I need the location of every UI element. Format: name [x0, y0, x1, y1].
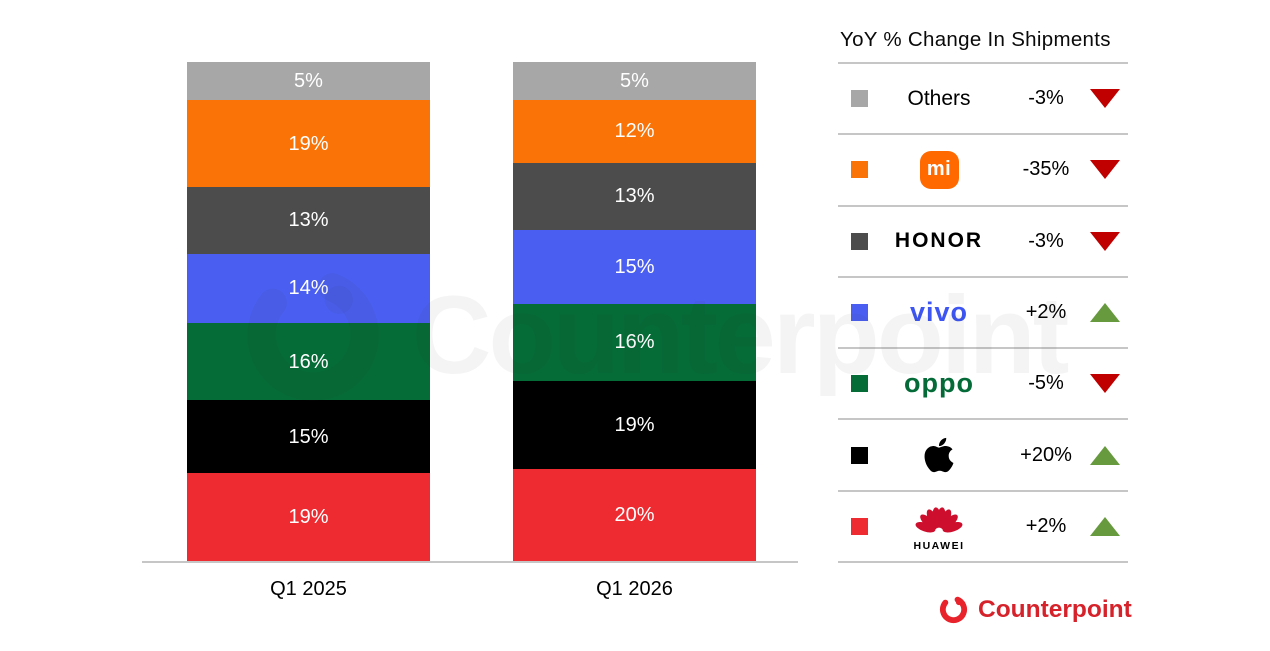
xiaomi-color-swatch	[851, 161, 868, 179]
legend-row-apple: +20%	[838, 420, 1128, 492]
bar-segment-oppo: 16%	[187, 323, 430, 401]
legend-row-xiaomi: mi -35%	[838, 135, 1128, 207]
legend-row-honor: HONOR -3%	[838, 207, 1128, 278]
xiaomi-yoy-change: -35%	[1022, 158, 1070, 181]
up-triangle-icon	[1090, 302, 1120, 322]
up-triangle-icon	[1090, 516, 1120, 536]
mi-logo-text: mi	[926, 158, 952, 181]
huawei-color-swatch	[851, 517, 868, 535]
x-axis-label-q1-2026: Q1 2026	[596, 578, 673, 600]
x-axis-label-q1-2025: Q1 2025	[270, 578, 347, 600]
bar-segment-value: 19%	[614, 414, 655, 437]
bar-segment-value: 16%	[288, 350, 329, 373]
others-yoy-change: -3%	[1028, 87, 1064, 110]
bar-segment-value: 19%	[288, 132, 329, 155]
oppo-color-swatch	[851, 375, 868, 393]
bar-segment-value: 20%	[614, 504, 655, 527]
bar-segment-value: 15%	[288, 425, 329, 448]
vivo-color-swatch	[851, 303, 868, 321]
legend-row-huawei: HUAWEI +2%	[838, 492, 1128, 563]
huawei-yoy-change: +2%	[1025, 514, 1067, 537]
bar-segment-value: 14%	[288, 277, 329, 300]
honor-yoy-change: -3%	[1028, 229, 1064, 252]
vivo-yoy-change: +2%	[1025, 300, 1067, 323]
up-triangle-icon	[1090, 445, 1120, 465]
x-axis-line	[142, 561, 798, 563]
down-triangle-icon	[1090, 374, 1120, 394]
bar-segment-xiaomi: 12%	[513, 99, 756, 164]
apple-color-swatch	[851, 446, 868, 464]
bar-segment-value: 5%	[620, 69, 649, 92]
honor-color-swatch	[851, 232, 868, 250]
bar-segment-others: 5%	[187, 62, 430, 100]
stacked-bar-q1-2026: 5% 12% 13% 15% 16% 19% 20%	[513, 62, 756, 561]
legend-row-others: Others -3%	[838, 64, 1128, 136]
down-triangle-icon	[1090, 89, 1120, 109]
bar-segment-value: 5%	[294, 69, 323, 92]
oppo-yoy-change: -5%	[1028, 372, 1064, 395]
legend-title: YoY % Change In Shipments	[840, 28, 1111, 51]
stacked-bar-q1-2025: 5% 19% 13% 14% 16% 15% 19%	[187, 62, 430, 561]
bar-segment-value: 13%	[288, 209, 329, 232]
bar-segment-huawei: 20%	[513, 469, 756, 561]
bar-segment-value: 12%	[614, 120, 655, 143]
counterpoint-brand: Counterpoint	[938, 594, 1132, 625]
counterpoint-wordmark: Counterpoint	[978, 595, 1132, 623]
xiaomi-mi-logo-icon: mi	[919, 150, 959, 189]
huawei-logo-text: HUAWEI	[913, 540, 965, 553]
huawei-flower-logo-icon	[915, 507, 963, 533]
bar-segment-apple: 19%	[513, 380, 756, 470]
bar-segment-xiaomi: 19%	[187, 99, 430, 188]
counterpoint-logo-icon	[939, 595, 968, 624]
bar-segment-vivo: 14%	[187, 253, 430, 324]
bar-segment-apple: 15%	[187, 400, 430, 474]
bar-segment-value: 15%	[614, 255, 655, 278]
honor-logo: HONOR	[894, 229, 984, 253]
down-triangle-icon	[1090, 160, 1120, 180]
apple-logo-icon	[924, 437, 954, 473]
bar-segment-oppo: 16%	[513, 303, 756, 381]
legend-row-oppo: oppo -5%	[838, 349, 1128, 421]
bar-segment-value: 19%	[288, 506, 329, 529]
legend-row-vivo: vivo +2%	[838, 278, 1128, 350]
bar-segment-honor: 13%	[513, 163, 756, 230]
bar-segment-value: 16%	[614, 331, 655, 354]
bar-segment-huawei: 19%	[187, 473, 430, 561]
others-label: Others	[907, 86, 971, 110]
bar-segment-vivo: 15%	[513, 229, 756, 304]
vivo-logo: vivo	[909, 296, 969, 327]
apple-yoy-change: +20%	[1020, 443, 1072, 466]
bar-segment-honor: 13%	[187, 187, 430, 254]
others-color-swatch	[851, 90, 868, 108]
bar-segment-others: 5%	[513, 62, 756, 100]
bar-segment-value: 13%	[614, 185, 655, 208]
down-triangle-icon	[1090, 231, 1120, 251]
legend: Others -3% mi -35% HONOR -3% vivo +2% op…	[838, 62, 1128, 563]
oppo-logo: oppo	[904, 368, 974, 399]
